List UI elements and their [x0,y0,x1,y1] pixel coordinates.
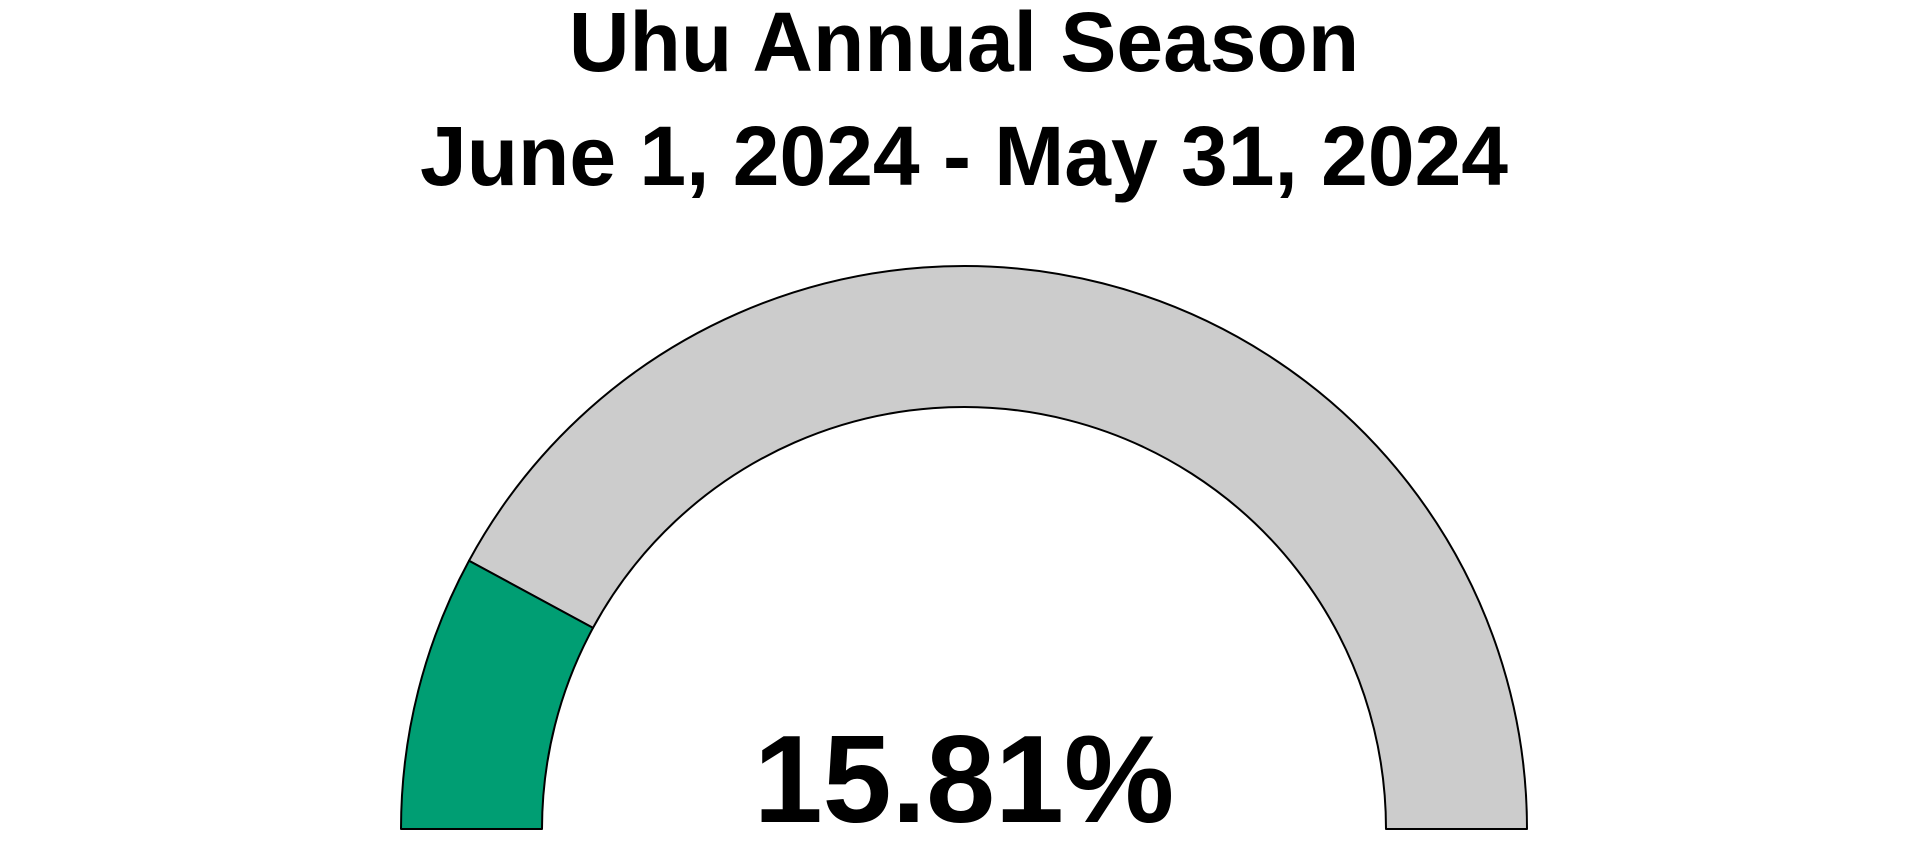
chart-subtitle: June 1, 2024 - May 31, 2024 [420,109,1508,203]
gauge-value-arc [400,559,594,830]
gauge-track [468,265,1528,830]
chart-title: Uhu Annual Season [569,0,1359,89]
gauge-value-label: 15.81% [754,711,1175,849]
